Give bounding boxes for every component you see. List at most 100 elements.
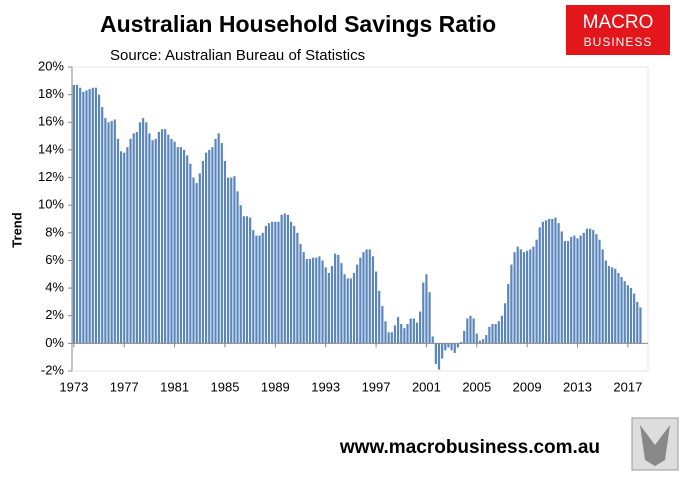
bar	[337, 254, 340, 344]
bar	[274, 221, 277, 344]
bar	[538, 227, 541, 344]
bar	[623, 281, 626, 344]
bar	[239, 205, 242, 344]
bar	[529, 249, 532, 344]
bar	[88, 89, 91, 344]
bar	[588, 228, 592, 344]
bar	[579, 235, 582, 344]
bar	[315, 257, 318, 344]
bar	[132, 133, 135, 344]
bar	[151, 140, 154, 344]
y-tick-label: 2%	[45, 307, 64, 322]
bar	[582, 232, 585, 344]
logo-text: BUSINESS	[584, 35, 653, 49]
bar	[252, 230, 255, 344]
x-tick-label: 1985	[211, 379, 240, 394]
bar	[123, 152, 126, 344]
bar	[434, 343, 437, 365]
bar	[478, 340, 482, 344]
bar	[113, 119, 116, 344]
x-tick-label: 1989	[261, 379, 290, 394]
y-tick-label: 6%	[45, 252, 64, 267]
bar	[101, 107, 104, 344]
bar	[510, 264, 513, 344]
bar	[271, 221, 274, 344]
bar	[110, 120, 113, 344]
bar	[544, 220, 548, 344]
bar	[179, 147, 183, 344]
bar	[504, 303, 507, 344]
bar	[441, 343, 444, 359]
bar	[400, 324, 403, 344]
bar	[91, 87, 94, 344]
bar	[463, 330, 466, 344]
bar	[107, 122, 110, 344]
bar	[522, 252, 526, 344]
x-tick-label: 1977	[110, 379, 139, 394]
bar	[249, 217, 252, 344]
bar	[277, 221, 280, 344]
y-tick-label: 8%	[45, 224, 64, 239]
bar	[378, 290, 381, 344]
bar	[359, 257, 362, 344]
bar	[374, 271, 378, 344]
bar	[494, 324, 497, 344]
bar	[406, 324, 409, 344]
bar	[475, 333, 478, 344]
bar	[585, 228, 589, 344]
bar	[157, 131, 160, 344]
bar	[220, 143, 223, 344]
bar	[170, 138, 173, 344]
bar	[535, 239, 538, 344]
bar	[296, 232, 299, 344]
bar	[516, 246, 519, 344]
bar	[82, 91, 85, 344]
bar	[362, 252, 365, 344]
bar	[340, 263, 343, 344]
bar	[318, 256, 321, 344]
bar	[601, 249, 604, 344]
bar	[198, 173, 201, 344]
bar	[368, 249, 371, 344]
bar	[415, 322, 419, 344]
bar	[223, 160, 227, 344]
bar	[192, 177, 195, 344]
bar	[419, 311, 422, 344]
bar	[519, 249, 522, 344]
bar	[425, 274, 428, 344]
bar	[626, 285, 629, 344]
bar	[343, 274, 346, 344]
bar	[604, 260, 607, 344]
bar	[466, 318, 469, 344]
y-tick-label: -2%	[41, 362, 65, 377]
bar	[607, 265, 611, 344]
bar	[371, 256, 375, 344]
bar	[548, 219, 551, 344]
bar	[104, 118, 107, 344]
footer: www.macrobusiness.com.au	[339, 437, 600, 458]
logo-box	[566, 5, 670, 55]
bar	[541, 221, 544, 344]
bar	[595, 234, 598, 344]
chart-title: Australian Household Savings Ratio	[100, 11, 496, 37]
bar	[236, 191, 239, 344]
bar	[617, 272, 620, 344]
bar	[211, 147, 214, 344]
bar	[611, 267, 614, 344]
x-tick-label: 2013	[563, 379, 592, 394]
bar	[97, 94, 101, 344]
bar	[507, 283, 510, 344]
bar	[554, 217, 557, 344]
bar	[403, 328, 406, 344]
bar	[598, 239, 601, 344]
bar	[409, 318, 412, 344]
fox-icon	[640, 425, 670, 466]
bar	[563, 241, 567, 344]
bar	[381, 306, 384, 344]
bar	[126, 147, 129, 344]
bar	[85, 90, 88, 344]
bar	[472, 318, 475, 344]
bar	[485, 335, 488, 344]
y-tick-label: 14%	[38, 141, 64, 156]
